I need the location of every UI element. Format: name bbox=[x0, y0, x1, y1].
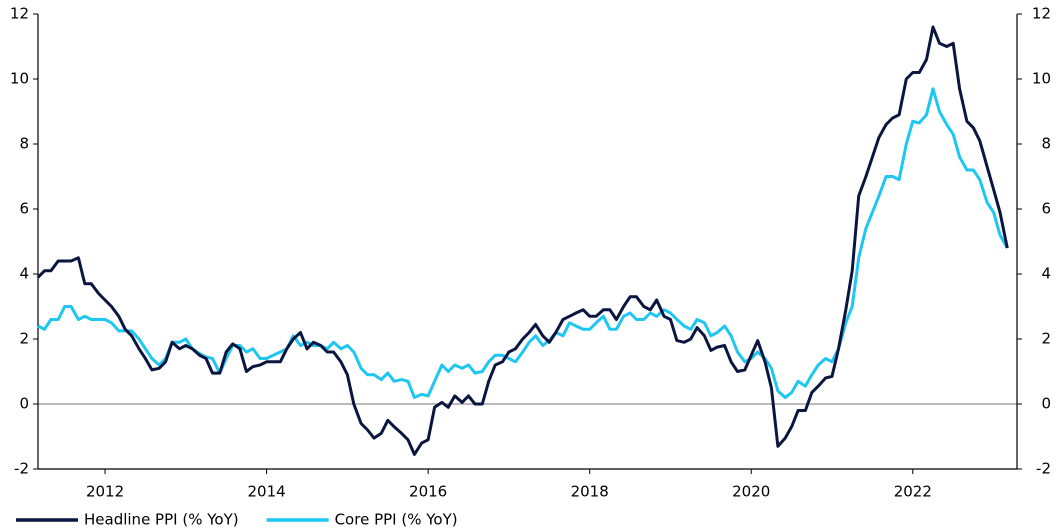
series-line bbox=[36, 25, 1009, 456]
y2-tick-label: 10 bbox=[1032, 70, 1051, 88]
y-tick-label: -2 bbox=[14, 460, 29, 478]
y-tick-label: 12 bbox=[10, 5, 29, 23]
y-tick-label: 0 bbox=[19, 395, 29, 413]
x-tick-label: 2018 bbox=[571, 483, 609, 501]
y2-tick-label: 12 bbox=[1032, 5, 1051, 23]
x-tick-label: 2014 bbox=[248, 483, 286, 501]
y2-tick-label: 4 bbox=[1041, 265, 1051, 283]
x-tick-label: 2016 bbox=[409, 483, 447, 501]
y2-tick-label: 8 bbox=[1041, 135, 1051, 153]
x-tick-label: 2012 bbox=[86, 483, 124, 501]
y-tick-label: 2 bbox=[19, 330, 29, 348]
y2-tick-label: 0 bbox=[1041, 395, 1051, 413]
x-tick-label: 2022 bbox=[894, 483, 932, 501]
y2-tick-label: 6 bbox=[1041, 200, 1051, 218]
series-line bbox=[37, 87, 1009, 399]
y2-tick-label: 2 bbox=[1041, 330, 1051, 348]
y-tick-label: 4 bbox=[19, 265, 29, 283]
y-tick-label: 8 bbox=[19, 135, 29, 153]
legend-label: Core PPI (% YoY) bbox=[335, 511, 458, 529]
x-tick-label: 2020 bbox=[732, 483, 770, 501]
legend-label: Headline PPI (% YoY) bbox=[84, 511, 239, 529]
y-tick-label: 10 bbox=[10, 70, 29, 88]
y2-tick-label: -2 bbox=[1036, 460, 1051, 478]
y-tick-label: 6 bbox=[19, 200, 29, 218]
